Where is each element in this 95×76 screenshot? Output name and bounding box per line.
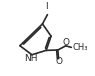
Text: O: O	[63, 38, 70, 47]
Text: CH₃: CH₃	[72, 43, 88, 52]
Text: I: I	[45, 2, 48, 11]
Text: O: O	[55, 57, 63, 66]
Text: NH: NH	[24, 54, 38, 63]
